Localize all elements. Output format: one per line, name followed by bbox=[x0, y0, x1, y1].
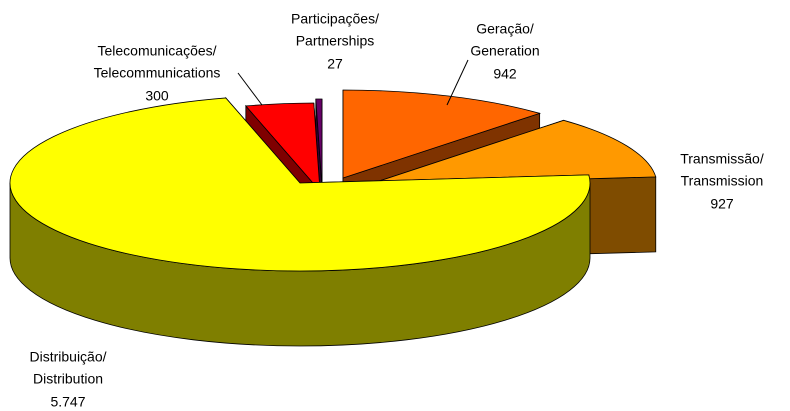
slice bbox=[315, 98, 323, 188]
value-label: 927 bbox=[710, 196, 734, 212]
slice-label: Participações/ bbox=[291, 11, 379, 27]
slice-label: Transmission bbox=[681, 173, 764, 189]
slice-label: Telecommunications bbox=[94, 65, 221, 81]
slice-label: Telecomunicações/ bbox=[97, 43, 216, 59]
slice bbox=[366, 119, 657, 186]
value-label: 27 bbox=[327, 56, 343, 72]
slice-label: Transmissão/ bbox=[680, 151, 764, 167]
leader-line bbox=[237, 72, 263, 106]
slice-label: Distribuição/ bbox=[29, 349, 106, 365]
value-label: 5.747 bbox=[50, 394, 85, 410]
slice-label: Distribution bbox=[33, 371, 103, 387]
value-label: 300 bbox=[145, 88, 169, 104]
slice-label: Generation bbox=[470, 43, 539, 59]
leader-line bbox=[446, 59, 469, 106]
slice-label: Geração/ bbox=[476, 21, 534, 37]
slice bbox=[244, 102, 321, 193]
slice bbox=[342, 89, 542, 179]
slice-label: Partnerships bbox=[296, 33, 375, 49]
slice bbox=[9, 97, 591, 272]
value-label: 942 bbox=[493, 66, 517, 82]
